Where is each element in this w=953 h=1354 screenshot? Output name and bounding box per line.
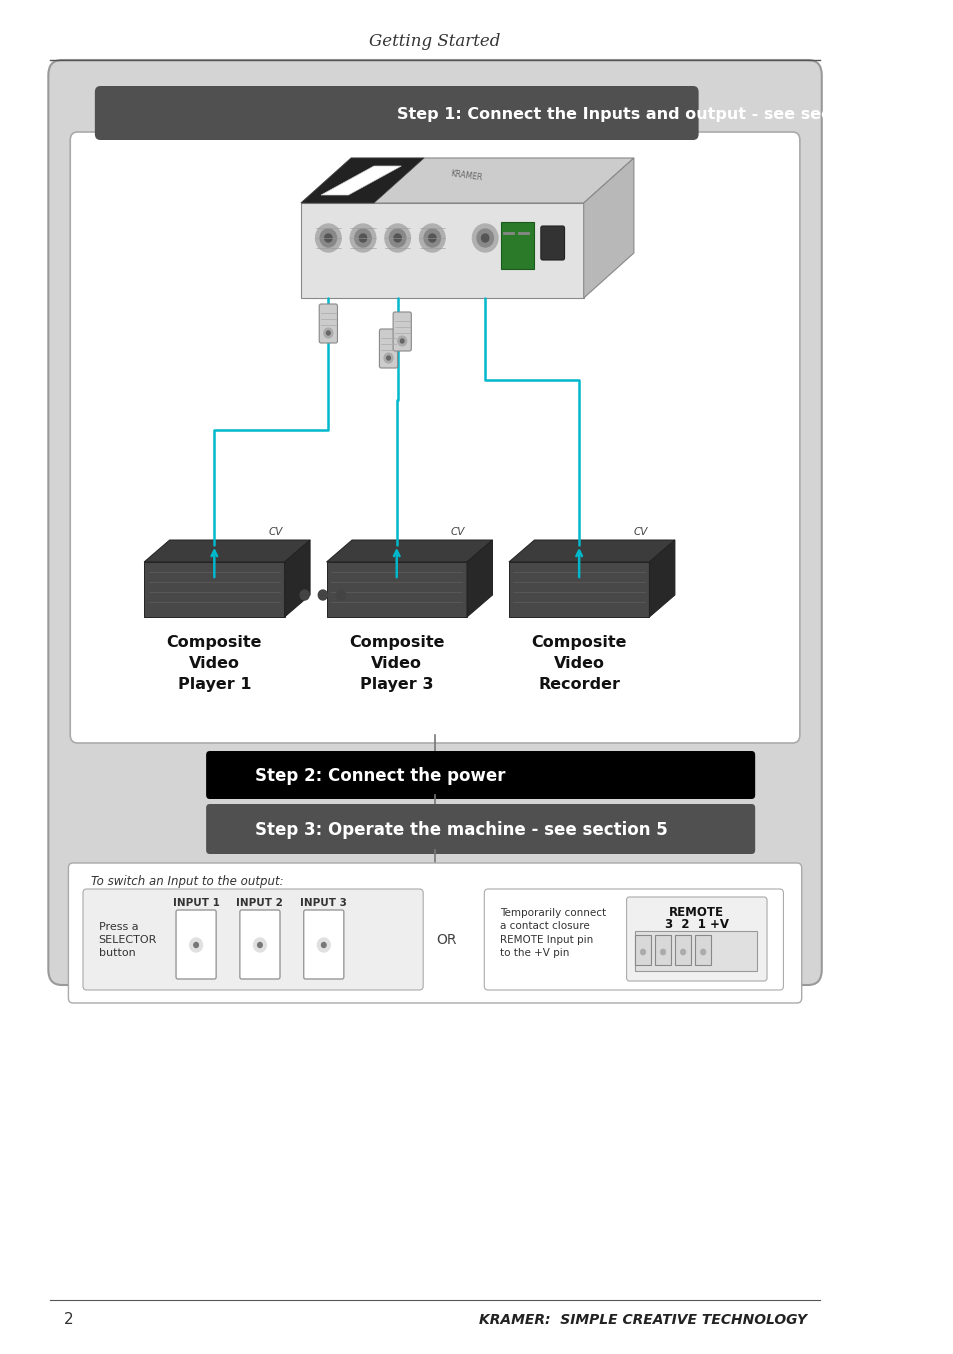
Polygon shape: [300, 158, 633, 203]
Circle shape: [394, 234, 401, 242]
Circle shape: [476, 229, 493, 246]
FancyBboxPatch shape: [71, 131, 799, 743]
Circle shape: [359, 234, 366, 242]
FancyBboxPatch shape: [674, 936, 691, 965]
FancyBboxPatch shape: [540, 226, 564, 260]
Text: OR: OR: [436, 933, 456, 946]
Text: 3  2  1 +V: 3 2 1 +V: [664, 918, 728, 932]
Polygon shape: [326, 562, 466, 617]
Text: INPUT 1: INPUT 1: [172, 898, 219, 909]
Circle shape: [193, 942, 198, 948]
Polygon shape: [466, 540, 492, 617]
FancyBboxPatch shape: [176, 910, 216, 979]
FancyBboxPatch shape: [484, 890, 782, 990]
Polygon shape: [508, 540, 674, 562]
Circle shape: [386, 356, 390, 360]
FancyBboxPatch shape: [83, 890, 423, 990]
FancyBboxPatch shape: [393, 311, 411, 351]
Circle shape: [317, 938, 330, 952]
Circle shape: [472, 223, 497, 252]
FancyBboxPatch shape: [303, 910, 343, 979]
Circle shape: [397, 336, 406, 347]
Circle shape: [355, 229, 371, 246]
FancyBboxPatch shape: [206, 751, 755, 799]
Circle shape: [679, 949, 685, 955]
FancyBboxPatch shape: [94, 87, 698, 139]
Circle shape: [320, 229, 336, 246]
Polygon shape: [300, 158, 424, 203]
FancyBboxPatch shape: [626, 896, 766, 982]
Text: 2: 2: [64, 1312, 73, 1327]
Circle shape: [321, 942, 326, 948]
Polygon shape: [284, 540, 310, 617]
Circle shape: [253, 938, 266, 952]
FancyBboxPatch shape: [319, 305, 337, 343]
Text: REMOTE: REMOTE: [669, 906, 723, 919]
Polygon shape: [321, 167, 401, 195]
Polygon shape: [144, 562, 284, 617]
FancyBboxPatch shape: [239, 910, 280, 979]
Text: INPUT 2: INPUT 2: [236, 898, 283, 909]
Text: KRAMER: KRAMER: [450, 169, 483, 183]
FancyBboxPatch shape: [379, 329, 397, 368]
Circle shape: [700, 949, 705, 955]
Circle shape: [326, 330, 330, 334]
FancyBboxPatch shape: [634, 936, 651, 965]
Text: Composite
Video
Player 3: Composite Video Player 3: [349, 635, 444, 692]
Circle shape: [300, 590, 309, 600]
Circle shape: [350, 223, 375, 252]
FancyBboxPatch shape: [69, 862, 801, 1003]
Circle shape: [659, 949, 665, 955]
Circle shape: [481, 234, 488, 242]
Circle shape: [324, 234, 332, 242]
Text: Step 1: Connect the Inputs and output - see section 5: Step 1: Connect the Inputs and output - …: [396, 107, 882, 122]
FancyBboxPatch shape: [500, 222, 534, 269]
Circle shape: [639, 949, 645, 955]
FancyBboxPatch shape: [654, 936, 671, 965]
Circle shape: [318, 590, 327, 600]
Text: CV: CV: [268, 527, 282, 538]
Circle shape: [389, 229, 405, 246]
Circle shape: [384, 223, 410, 252]
FancyBboxPatch shape: [206, 804, 755, 854]
Text: To switch an Input to the output:: To switch an Input to the output:: [91, 876, 284, 888]
Text: Composite
Video
Recorder: Composite Video Recorder: [531, 635, 626, 692]
Polygon shape: [583, 158, 633, 298]
Circle shape: [419, 223, 445, 252]
Circle shape: [315, 223, 341, 252]
Polygon shape: [508, 562, 649, 617]
FancyBboxPatch shape: [694, 936, 711, 965]
Polygon shape: [326, 540, 492, 562]
Text: Step 2: Connect the power: Step 2: Connect the power: [255, 766, 505, 785]
Text: Composite
Video
Player 1: Composite Video Player 1: [167, 635, 262, 692]
FancyBboxPatch shape: [634, 932, 757, 971]
Circle shape: [383, 353, 393, 363]
Text: Press a
SELECTOR
button: Press a SELECTOR button: [98, 922, 156, 959]
Text: Getting Started: Getting Started: [369, 34, 500, 50]
Circle shape: [424, 229, 440, 246]
Polygon shape: [649, 540, 674, 617]
Text: CV: CV: [450, 527, 464, 538]
Circle shape: [400, 338, 404, 343]
Text: Temporarily connect
a contact closure
REMOTE Input pin
to the +V pin: Temporarily connect a contact closure RE…: [499, 909, 605, 957]
Circle shape: [428, 234, 436, 242]
FancyBboxPatch shape: [49, 60, 821, 984]
Text: KRAMER:  SIMPLE CREATIVE TECHNOLOGY: KRAMER: SIMPLE CREATIVE TECHNOLOGY: [478, 1313, 806, 1327]
Text: CV: CV: [633, 527, 647, 538]
Text: Step 3: Operate the machine - see section 5: Step 3: Operate the machine - see sectio…: [255, 821, 667, 839]
Circle shape: [190, 938, 202, 952]
Text: INPUT 3: INPUT 3: [300, 898, 347, 909]
Circle shape: [323, 328, 333, 338]
Polygon shape: [144, 540, 310, 562]
Circle shape: [257, 942, 262, 948]
Circle shape: [336, 590, 345, 600]
Polygon shape: [300, 203, 583, 298]
